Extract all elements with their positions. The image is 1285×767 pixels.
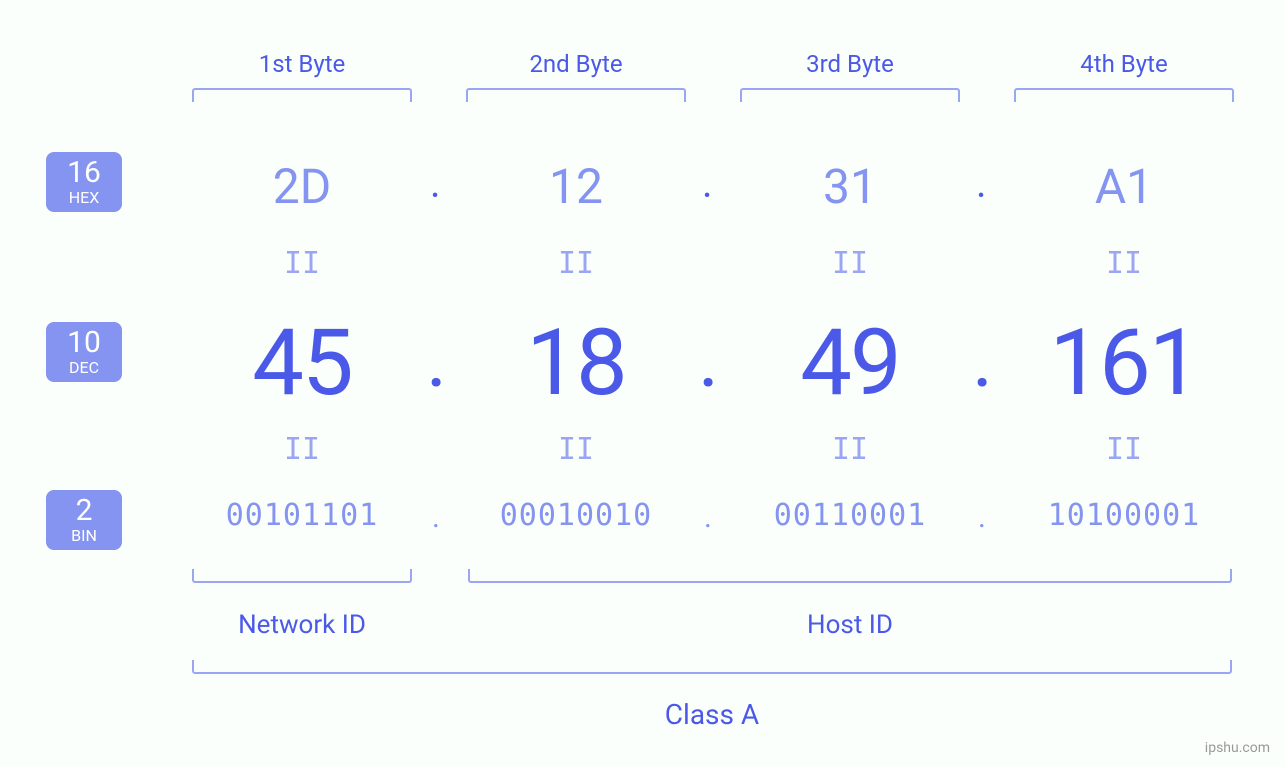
- bin-dot-3: .: [978, 500, 986, 535]
- dec-val-3: 49: [730, 310, 970, 417]
- row-label-abbr-dec: DEC: [56, 360, 112, 376]
- bin-val-1: 00101101: [182, 498, 422, 533]
- dec-val-4: 161: [1004, 310, 1244, 417]
- bin-dot-2: .: [704, 500, 712, 535]
- row-label-hex: 16 HEX: [46, 152, 122, 212]
- byte-bracket-top-4: [1014, 88, 1234, 102]
- bin-val-2: 00010010: [456, 498, 696, 533]
- equals-hex-dec-3: II: [830, 246, 870, 281]
- bin-val-3: 00110001: [730, 498, 970, 533]
- byte-header-4: 4th Byte: [1024, 50, 1224, 78]
- hex-dot-2: .: [702, 160, 713, 207]
- byte-bracket-top-2: [466, 88, 686, 102]
- host-id-bracket: [468, 569, 1232, 583]
- dec-dot-3: .: [972, 312, 993, 406]
- host-id-label: Host ID: [750, 610, 950, 640]
- hex-val-4: A1: [1024, 158, 1224, 215]
- equals-dec-bin-3: II: [830, 432, 870, 467]
- equals-hex-dec-4: II: [1104, 246, 1144, 281]
- hex-val-2: 12: [476, 158, 676, 215]
- dec-dot-1: .: [426, 312, 447, 406]
- hex-dot-3: .: [976, 160, 987, 207]
- row-label-dec: 10 DEC: [46, 322, 122, 382]
- hex-val-1: 2D: [202, 158, 402, 215]
- dec-dot-2: .: [698, 312, 719, 406]
- equals-dec-bin-2: II: [556, 432, 596, 467]
- bin-dot-1: .: [432, 500, 440, 535]
- dec-val-1: 45: [182, 310, 422, 417]
- bin-val-4: 10100001: [1004, 498, 1244, 533]
- equals-hex-dec-2: II: [556, 246, 596, 281]
- equals-dec-bin-1: II: [282, 432, 322, 467]
- equals-hex-dec-1: II: [282, 246, 322, 281]
- row-label-num-bin: 2: [56, 496, 112, 526]
- dec-val-2: 18: [456, 310, 696, 417]
- byte-header-3: 3rd Byte: [750, 50, 950, 78]
- ip-address-diagram: 1st Byte 2nd Byte 3rd Byte 4th Byte 16 HEX 10 D…: [0, 0, 1285, 767]
- byte-bracket-top-1: [192, 88, 412, 102]
- row-label-num-dec: 10: [56, 328, 112, 358]
- class-label: Class A: [612, 698, 812, 731]
- byte-bracket-top-3: [740, 88, 960, 102]
- row-label-abbr-bin: BIN: [56, 528, 112, 544]
- class-bracket: [192, 660, 1232, 674]
- byte-header-1: 1st Byte: [202, 50, 402, 78]
- row-label-num-hex: 16: [56, 158, 112, 188]
- byte-header-2: 2nd Byte: [476, 50, 676, 78]
- network-id-label: Network ID: [202, 610, 402, 640]
- equals-dec-bin-4: II: [1104, 432, 1144, 467]
- row-label-abbr-hex: HEX: [56, 190, 112, 206]
- row-label-bin: 2 BIN: [46, 490, 122, 550]
- hex-val-3: 31: [750, 158, 950, 215]
- hex-dot-1: .: [430, 160, 441, 207]
- network-id-bracket: [192, 569, 412, 583]
- watermark: ipshu.com: [1205, 740, 1270, 756]
